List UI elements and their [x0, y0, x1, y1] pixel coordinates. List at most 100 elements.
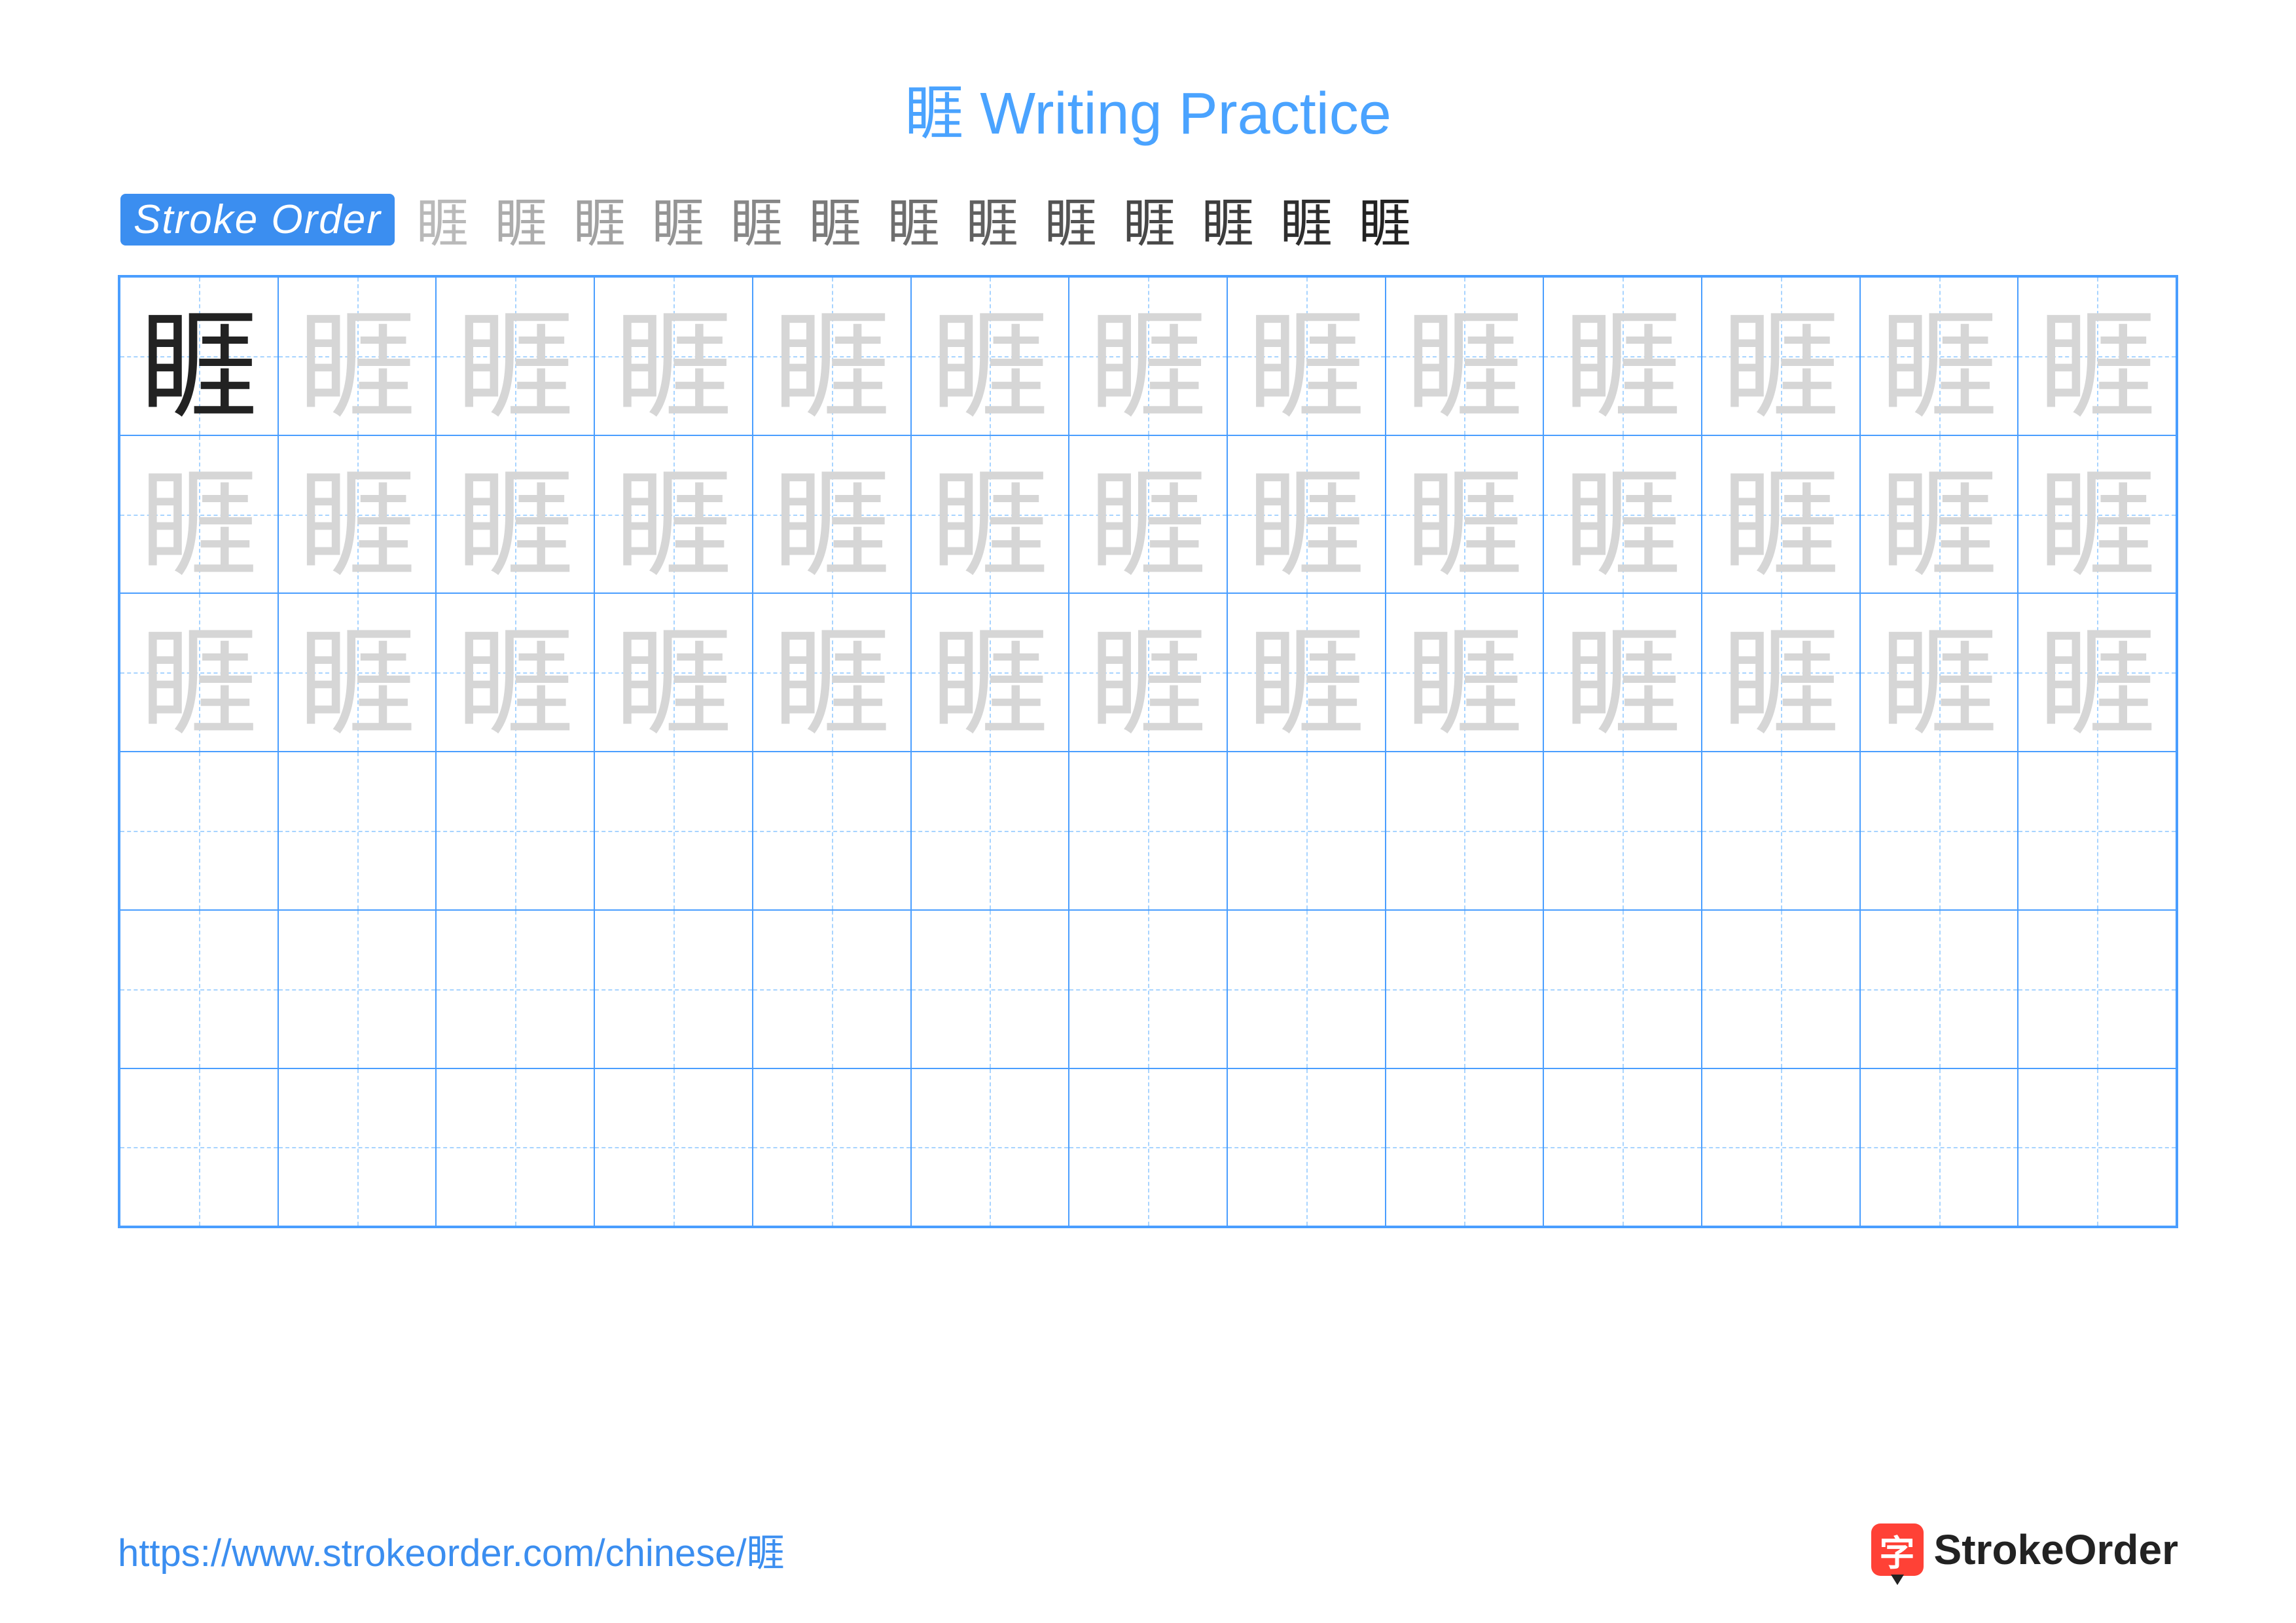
source-url: https://www.strokeorder.com/chinese/睚: [118, 1522, 785, 1577]
trace-character: 睚: [1069, 594, 1227, 751]
grid-cell: [1702, 1068, 1860, 1227]
grid-cell: 睚: [278, 277, 437, 435]
grid-cell: [1860, 910, 2018, 1068]
grid-cell: 睚: [594, 277, 753, 435]
grid-cell: [1227, 1068, 1386, 1227]
grid-cell: 睚: [2018, 435, 2176, 594]
stroke-step: 睚: [1192, 183, 1264, 255]
grid-cell: [120, 910, 278, 1068]
trace-character: 睚: [120, 594, 278, 751]
page-footer: https://www.strokeorder.com/chinese/睚 字 …: [118, 1522, 2178, 1577]
practice-grid: 睚睚睚睚睚睚睚睚睚睚睚睚睚睚睚睚睚睚睚睚睚睚睚睚睚睚睚睚睚睚睚睚睚睚睚睚睚睚睚: [118, 275, 2178, 1228]
stroke-step: 睚: [1349, 183, 1421, 255]
stroke-step: 睚: [406, 183, 478, 255]
grid-cell: [753, 910, 911, 1068]
grid-cell: [436, 1068, 594, 1227]
grid-cell: [436, 752, 594, 910]
trace-character: 睚: [1228, 594, 1385, 751]
grid-cell: [753, 1068, 911, 1227]
grid-cell: [1860, 752, 2018, 910]
stroke-step: 睚: [721, 183, 793, 255]
grid-cell: 睚: [753, 435, 911, 594]
grid-cell: 睚: [753, 593, 911, 752]
grid-cell: 睚: [753, 277, 911, 435]
title-suffix: Writing Practice: [963, 81, 1391, 147]
stroke-step: 睚: [642, 183, 714, 255]
grid-cell: [911, 1068, 1069, 1227]
trace-character: 睚: [437, 278, 594, 435]
grid-cell: 睚: [120, 277, 278, 435]
grid-cell: 睚: [911, 435, 1069, 594]
grid-cell: 睚: [594, 435, 753, 594]
trace-character: 睚: [912, 278, 1069, 435]
grid-cell: 睚: [278, 593, 437, 752]
grid-cell: 睚: [1543, 277, 1702, 435]
trace-character: 睚: [1861, 436, 2018, 593]
grid-cell: 睚: [278, 435, 437, 594]
trace-character: 睚: [2018, 594, 2176, 751]
stroke-order-badge: Stroke Order: [120, 194, 395, 246]
grid-cell: 睚: [1227, 593, 1386, 752]
logo-icon: 字: [1871, 1523, 1924, 1576]
stroke-steps-container: 睚睚睚睚睚睚睚睚睚睚睚睚睚: [406, 183, 1421, 255]
grid-cell: [1227, 910, 1386, 1068]
grid-cell: [1069, 752, 1227, 910]
model-character: 睚: [120, 278, 278, 435]
grid-cell: 睚: [120, 435, 278, 594]
logo-text: StrokeOrder: [1934, 1525, 2178, 1574]
trace-character: 睚: [753, 278, 910, 435]
stroke-step: 睚: [1035, 183, 1107, 255]
grid-cell: [1543, 910, 1702, 1068]
trace-character: 睚: [595, 278, 752, 435]
grid-cell: [1386, 910, 1544, 1068]
trace-character: 睚: [595, 594, 752, 751]
trace-character: 睚: [2018, 436, 2176, 593]
grid-cell: [2018, 1068, 2176, 1227]
trace-character: 睚: [912, 594, 1069, 751]
trace-character: 睚: [1702, 278, 1859, 435]
grid-cell: 睚: [1860, 593, 2018, 752]
stroke-step: 睚: [799, 183, 871, 255]
logo-icon-char: 字: [1880, 1524, 1915, 1576]
grid-cell: 睚: [1860, 277, 2018, 435]
grid-cell: 睚: [1860, 435, 2018, 594]
grid-cell: 睚: [1069, 277, 1227, 435]
grid-cell: [120, 752, 278, 910]
grid-cell: [911, 910, 1069, 1068]
trace-character: 睚: [595, 436, 752, 593]
grid-cell: 睚: [2018, 277, 2176, 435]
grid-cell: 睚: [1386, 277, 1544, 435]
trace-character: 睚: [437, 436, 594, 593]
grid-cell: [1702, 752, 1860, 910]
grid-cell: [911, 752, 1069, 910]
grid-cell: [436, 910, 594, 1068]
grid-cell: [753, 752, 911, 910]
page-title: 睚 Writing Practice: [118, 65, 2178, 151]
trace-character: 睚: [279, 278, 436, 435]
trace-character: 睚: [1861, 594, 2018, 751]
grid-cell: [594, 1068, 753, 1227]
stroke-step: 睚: [485, 183, 557, 255]
stroke-order-row: Stroke Order 睚睚睚睚睚睚睚睚睚睚睚睚睚: [118, 183, 2178, 255]
grid-cell: 睚: [2018, 593, 2176, 752]
brand-logo: 字 StrokeOrder: [1871, 1523, 2178, 1576]
trace-character: 睚: [753, 594, 910, 751]
stroke-step: 睚: [1113, 183, 1185, 255]
grid-cell: [1386, 752, 1544, 910]
grid-cell: 睚: [1227, 277, 1386, 435]
trace-character: 睚: [1861, 278, 2018, 435]
stroke-step: 睚: [878, 183, 950, 255]
grid-cell: [278, 910, 437, 1068]
grid-cell: 睚: [1069, 435, 1227, 594]
trace-character: 睚: [279, 594, 436, 751]
grid-cell: [594, 752, 753, 910]
trace-character: 睚: [1069, 278, 1227, 435]
trace-character: 睚: [2018, 278, 2176, 435]
grid-cell: [1386, 1068, 1544, 1227]
trace-character: 睚: [1386, 594, 1543, 751]
trace-character: 睚: [1702, 594, 1859, 751]
grid-cell: 睚: [1386, 593, 1544, 752]
trace-character: 睚: [1228, 278, 1385, 435]
trace-character: 睚: [1386, 436, 1543, 593]
grid-cell: 睚: [1543, 435, 1702, 594]
